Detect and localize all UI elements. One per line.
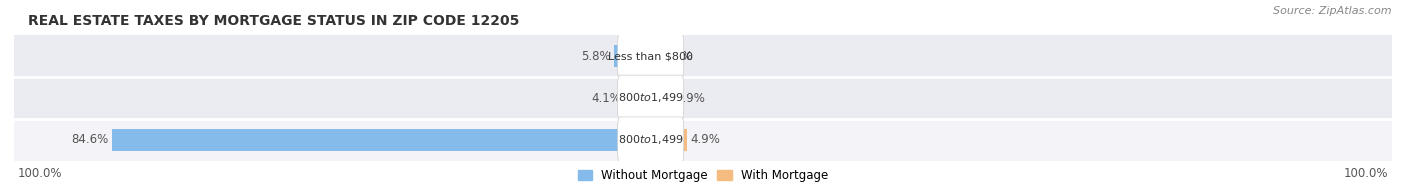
Text: 1.3%: 1.3%	[664, 50, 693, 63]
Legend: Without Mortgage, With Mortgage: Without Mortgage, With Mortgage	[578, 169, 828, 182]
FancyBboxPatch shape	[617, 75, 683, 121]
Bar	[651, 45, 661, 67]
Text: 5.8%: 5.8%	[581, 50, 610, 63]
Text: 2.9%: 2.9%	[675, 92, 706, 104]
Bar	[14, 77, 1392, 119]
Bar	[613, 45, 651, 67]
Text: $800 to $1,499: $800 to $1,499	[617, 92, 683, 104]
FancyBboxPatch shape	[617, 33, 683, 79]
Text: Less than $800: Less than $800	[609, 51, 693, 61]
Text: 100.0%: 100.0%	[1344, 167, 1389, 180]
Text: REAL ESTATE TAXES BY MORTGAGE STATUS IN ZIP CODE 12205: REAL ESTATE TAXES BY MORTGAGE STATUS IN …	[28, 14, 519, 28]
Text: Source: ZipAtlas.com: Source: ZipAtlas.com	[1274, 6, 1392, 16]
FancyBboxPatch shape	[617, 117, 683, 163]
Text: 100.0%: 100.0%	[17, 167, 62, 180]
Text: 4.1%: 4.1%	[591, 92, 621, 104]
Bar	[14, 119, 1392, 161]
Bar	[651, 129, 688, 151]
Bar	[112, 129, 651, 151]
Bar	[651, 87, 672, 109]
Text: 84.6%: 84.6%	[72, 133, 108, 146]
Text: $800 to $1,499: $800 to $1,499	[617, 133, 683, 146]
Bar	[14, 35, 1392, 77]
Text: 4.9%: 4.9%	[690, 133, 720, 146]
Bar	[624, 87, 651, 109]
